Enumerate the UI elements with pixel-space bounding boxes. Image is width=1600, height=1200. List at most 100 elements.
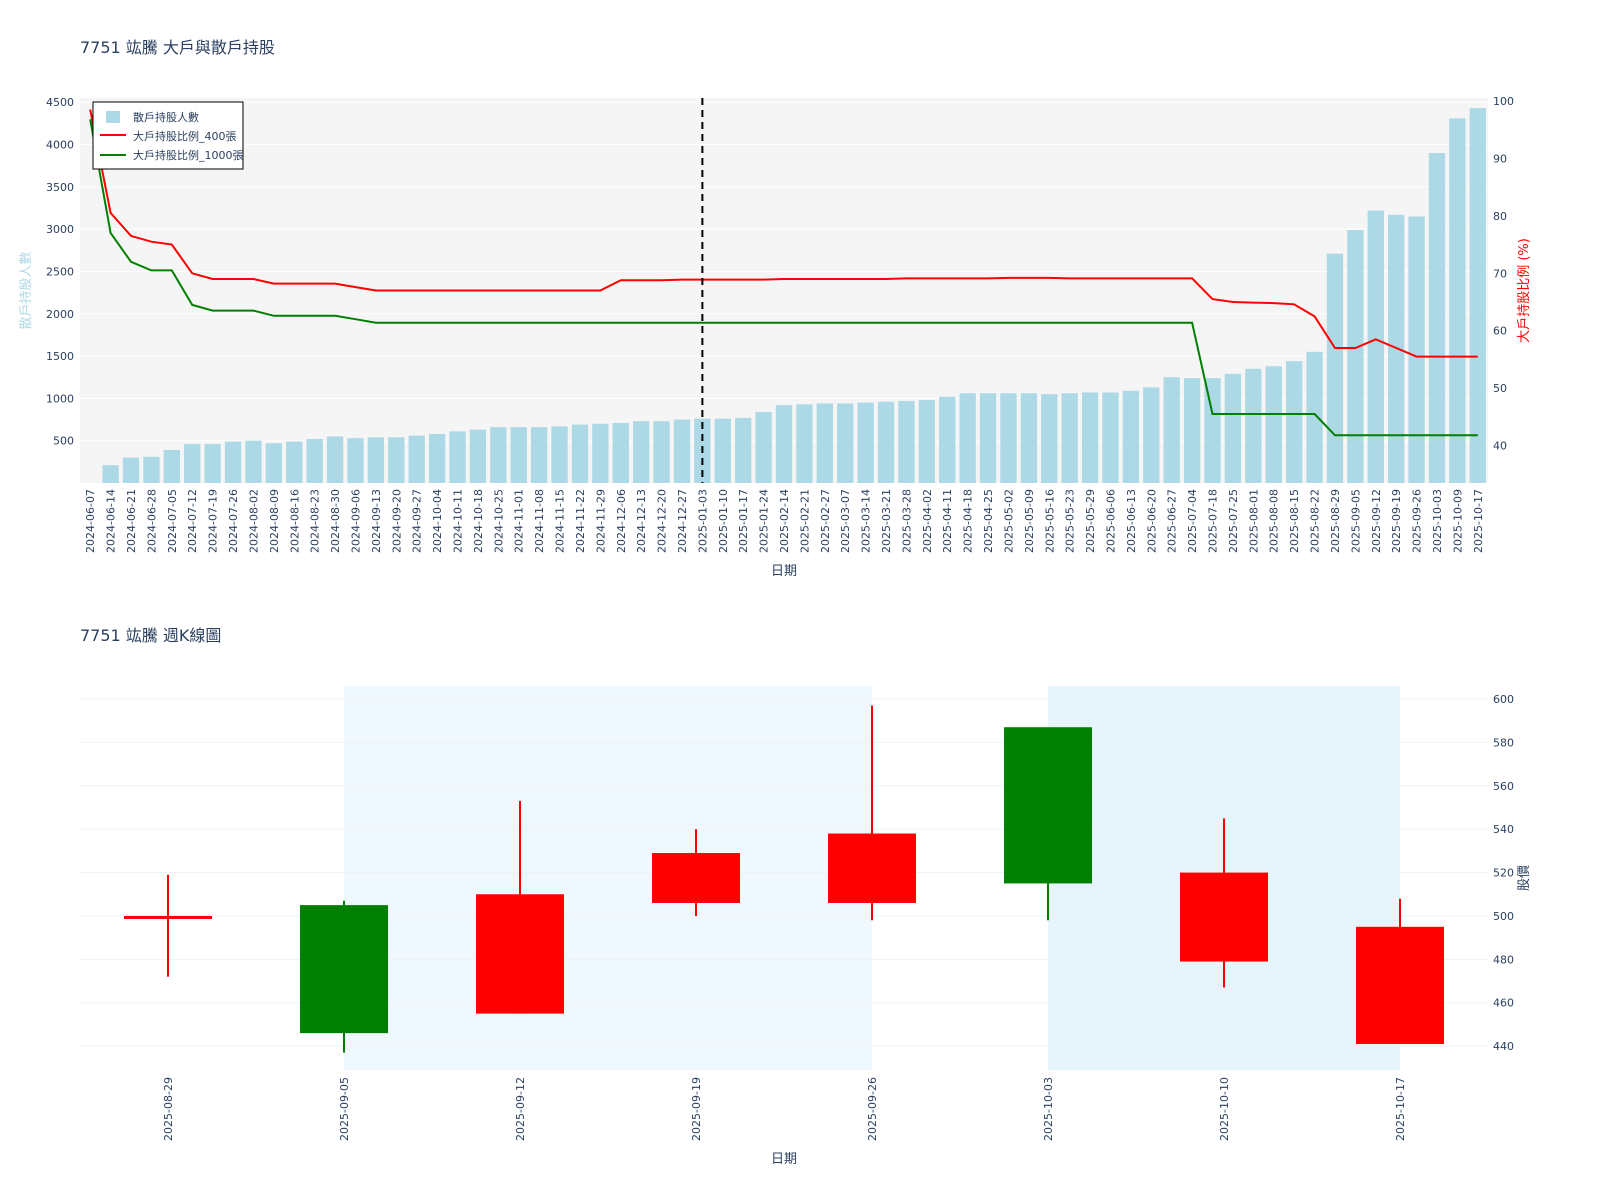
bar-retail-holders <box>286 441 303 483</box>
bar-retail-holders <box>612 422 629 483</box>
x-tick-label: 2024-06-28 <box>145 489 158 553</box>
legend-label: 散戶持股人數 <box>133 110 199 124</box>
x-tick-label: 2025-05-29 <box>1084 489 1097 553</box>
x-tick-label: 2025-05-23 <box>1064 489 1077 553</box>
bar-retail-holders <box>1367 210 1384 484</box>
bar-retail-holders <box>428 433 446 483</box>
x-tick-label: 2024-08-23 <box>309 489 322 553</box>
bar-retail-holders <box>1204 378 1221 483</box>
bar-retail-holders <box>469 429 487 483</box>
x-tick-label: 2025-03-07 <box>839 489 852 553</box>
x-tick-label: 2024-11-15 <box>554 489 567 553</box>
bar-retail-holders <box>755 411 772 483</box>
x-tick-label: 2024-09-20 <box>390 489 403 553</box>
x-tick-label: 2025-03-28 <box>900 489 913 553</box>
x-tick-label: 2025-07-04 <box>1186 489 1199 553</box>
bar-retail-holders <box>632 421 650 483</box>
bar-retail-holders <box>1265 366 1282 483</box>
y-tick-label: 540 <box>1493 823 1514 836</box>
bar-retail-holders <box>530 427 548 483</box>
bar-retail-holders <box>1143 387 1160 483</box>
x-tick-label: 2025-10-17 <box>1472 489 1485 553</box>
x-tick-label: 2025-06-06 <box>1104 489 1117 553</box>
x-tick-label: 2025-04-18 <box>962 489 975 553</box>
bar-retail-holders <box>490 427 507 483</box>
bar-retail-holders <box>1428 153 1446 483</box>
bar-retail-holders <box>306 439 323 483</box>
x-tick-label: 2024-06-07 <box>84 489 97 553</box>
x-tick-label: 2024-10-18 <box>472 489 485 553</box>
x-tick-label: 2024-09-06 <box>349 489 362 553</box>
x-tick-label: 2024-09-13 <box>370 489 383 553</box>
bar-retail-holders <box>1081 392 1099 483</box>
bar-retail-holders <box>204 444 221 483</box>
bar-retail-holders <box>571 424 589 483</box>
x-tick-label: 2025-01-17 <box>737 489 750 553</box>
x-tick-label: 2024-08-09 <box>268 489 281 553</box>
bar-retail-holders <box>122 457 140 483</box>
bar-retail-holders <box>1306 351 1323 483</box>
y2-tick-label: 70 <box>1493 267 1507 280</box>
x-tick-label: 2025-09-19 <box>690 1077 703 1141</box>
bar-retail-holders <box>796 404 813 483</box>
y-tick-label: 3000 <box>46 223 74 236</box>
y-tick-label: 1500 <box>46 350 74 363</box>
x-axis-title: 日期 <box>771 564 797 579</box>
x-tick-label: 2025-10-10 <box>1218 1077 1231 1141</box>
y-tick-label: 3500 <box>46 181 74 194</box>
candlestick-chart: 440 460 480 500 520 540 560 580 600 2025-08-29 202… <box>80 686 1532 1167</box>
bar-retail-holders <box>1183 378 1201 483</box>
y-tick-label: 4000 <box>46 139 74 152</box>
x-tick-label: 2025-02-21 <box>798 489 811 553</box>
bar-retail-holders <box>1000 393 1017 483</box>
y-tick-label: 1000 <box>46 392 74 405</box>
x-tick-label: 2025-02-27 <box>819 489 832 553</box>
bar-retail-holders <box>898 400 915 483</box>
bar-retail-holders <box>449 431 466 483</box>
y2-tick-label: 50 <box>1493 382 1507 395</box>
bar-retail-holders <box>857 402 874 483</box>
candle-body <box>300 905 388 1034</box>
x-tick-label: 2025-08-22 <box>1309 489 1322 553</box>
x-tick-label: 2024-12-06 <box>615 489 628 553</box>
x-tick-label: 2024-08-02 <box>247 489 260 553</box>
bar-retail-holders <box>1041 394 1058 483</box>
x-tick-label: 2024-08-16 <box>288 489 301 553</box>
bar-retail-holders <box>1020 393 1038 483</box>
bar-retail-holders <box>367 437 385 483</box>
bar-retail-holders <box>673 419 691 483</box>
bar-retail-holders <box>918 400 936 483</box>
bar-retail-holders <box>1245 368 1262 483</box>
x-tick-label: 2024-09-27 <box>411 489 424 553</box>
x-tick-label: 2025-08-15 <box>1288 489 1301 553</box>
x-tick-label: 2025-09-26 <box>1411 489 1424 553</box>
bar-retail-holders <box>816 403 833 483</box>
x-tick-label: 2025-06-20 <box>1145 489 1158 553</box>
bar-retail-holders <box>592 423 609 483</box>
y2-tick-label: 40 <box>1493 440 1507 453</box>
x-tick-label: 2025-07-25 <box>1227 489 1240 553</box>
candle-body <box>476 894 564 1014</box>
x-tick-label: 2025-05-02 <box>1002 489 1015 553</box>
y2-axis-title: 大戶持股比例 (%) <box>1517 238 1532 343</box>
x-tick-label: 2025-08-01 <box>1247 489 1260 553</box>
bar-retail-holders <box>347 438 364 483</box>
bar-retail-holders <box>735 417 752 483</box>
candle-body <box>124 915 212 919</box>
bar-retail-holders <box>388 437 405 483</box>
bar-retail-holders <box>1122 390 1140 483</box>
x-tick-label: 2024-10-25 <box>492 489 505 553</box>
x-tick-label: 2024-11-01 <box>513 489 526 553</box>
bar-retail-holders <box>1449 118 1466 484</box>
bar-retail-holders <box>959 393 976 483</box>
bar-retail-holders <box>184 444 201 483</box>
y-tick-label: 520 <box>1493 867 1514 880</box>
x-tick-label: 2024-07-12 <box>186 489 199 553</box>
x-tick-label: 2025-09-19 <box>1390 489 1403 553</box>
x-tick-label: 2025-05-09 <box>1023 489 1036 553</box>
x-tick-label: 2025-01-24 <box>758 489 771 553</box>
x-tick-label: 2024-10-04 <box>431 489 444 553</box>
y2-tick-label: 100 <box>1493 95 1514 108</box>
bar-retail-holders <box>510 427 527 483</box>
bar-retail-holders <box>224 441 242 483</box>
